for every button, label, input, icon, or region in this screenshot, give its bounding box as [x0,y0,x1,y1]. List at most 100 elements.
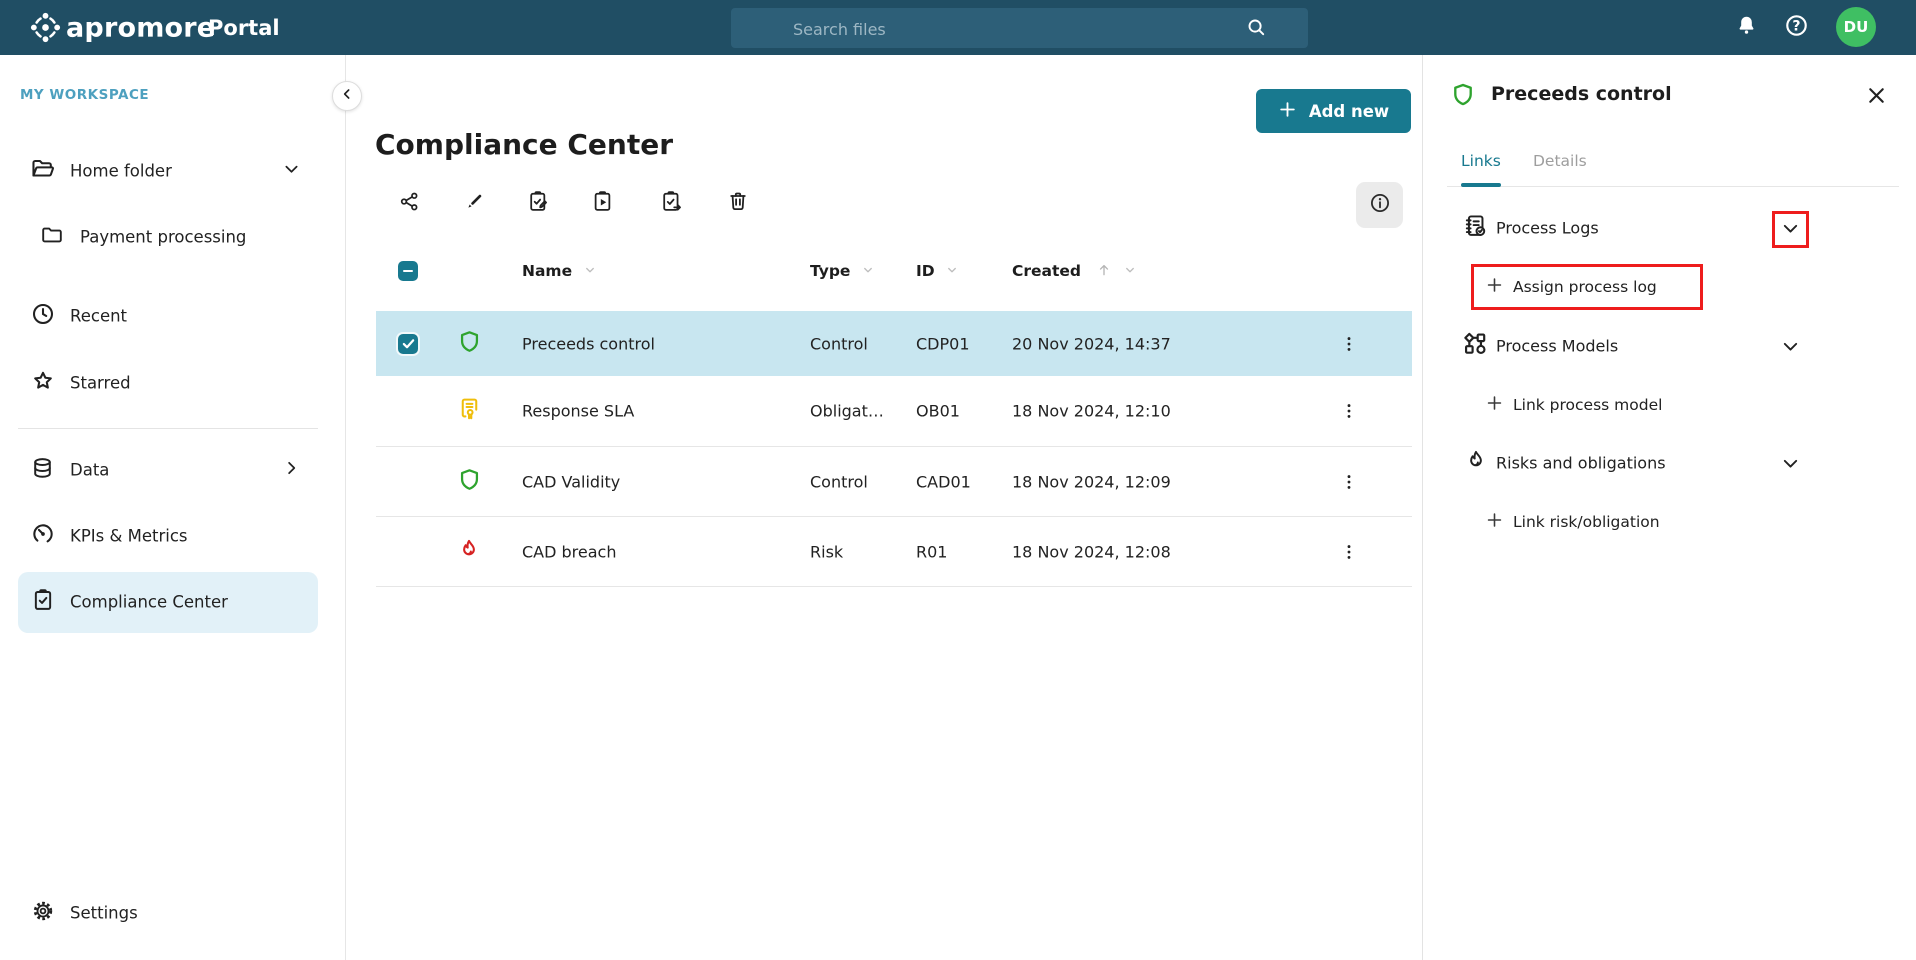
row-checkbox-checked[interactable] [398,333,418,354]
table-row[interactable]: Response SLA Obligat… OB01 18 Nov 2024, … [376,376,1412,447]
kebab-icon [1347,404,1351,418]
main-content: Compliance Center Add new [346,55,1422,960]
sidebar-item-label: Payment processing [80,227,247,247]
sidebar-divider [18,428,318,429]
sidebar-item-label: Starred [70,373,131,393]
table-header-row: Name Type ID Created [346,251,1412,291]
panel-section-process-models[interactable]: Process Models [1423,324,1916,368]
shield-icon [456,466,483,497]
sidebar-item-label: Data [70,460,110,480]
sidebar-item-label: Recent [70,306,128,326]
row-menu-button[interactable] [1333,466,1365,498]
assign-process-log-button[interactable]: Assign process log [1471,264,1703,310]
clipboard-edit-button[interactable] [520,185,556,221]
table-row[interactable]: Preceeds control Control CDP01 20 Nov 20… [376,311,1412,376]
sidebar-item-home-folder[interactable]: Home folder [0,147,340,195]
check-icon [402,339,414,349]
certificate-icon [456,396,483,427]
cell-created: 18 Nov 2024, 12:10 [1012,401,1171,421]
cell-created: 18 Nov 2024, 12:09 [1012,472,1171,491]
clipboard-export-button[interactable] [653,185,689,221]
action-label: Assign process log [1513,278,1657,296]
action-label: Link process model [1513,396,1663,414]
clipboard-play-button[interactable] [584,185,620,221]
database-icon [30,456,55,485]
shield-icon [1449,81,1477,113]
column-header-type[interactable]: Type [810,262,874,280]
section-label: Process Logs [1496,218,1599,238]
close-icon[interactable] [1865,84,1888,111]
product-name: Portal [208,15,280,40]
table-row[interactable]: CAD Validity Control CAD01 18 Nov 2024, … [376,447,1412,517]
select-all-checkbox[interactable] [398,261,418,281]
sidebar-item-compliance-center[interactable]: Compliance Center [0,578,340,626]
column-label: Type [810,262,851,280]
cell-id: R01 [916,542,948,561]
row-menu-button[interactable] [1333,328,1365,360]
column-header-name[interactable]: Name [522,262,596,280]
sidebar-active-highlight [18,572,318,633]
top-bar: apromore Portal ? [0,0,1916,55]
panel-section-risks-obligations[interactable]: Risks and obligations [1423,441,1916,485]
sidebar-item-label: Home folder [70,161,172,181]
cell-name: Preceeds control [522,334,655,353]
notifications-button[interactable] [1729,10,1763,44]
tab-links[interactable]: Links [1461,152,1501,170]
row-menu-button[interactable] [1333,395,1365,427]
cell-type: Control [810,472,868,491]
search-icon[interactable] [1245,16,1268,43]
cell-created: 20 Nov 2024, 14:37 [1012,334,1171,353]
column-header-id[interactable]: ID [916,262,958,280]
sidebar-item-data[interactable]: Data [0,446,340,494]
help-button[interactable]: ? [1779,10,1813,44]
column-label: ID [916,262,935,280]
sort-chevron-icon [948,267,956,273]
cell-id: OB01 [916,401,960,421]
chevron-right-icon[interactable] [282,459,301,482]
cell-type: Obligat… [810,401,884,421]
add-new-button[interactable]: Add new [1256,89,1411,133]
flame-icon [456,537,482,567]
row-menu-button[interactable] [1333,536,1365,568]
plus-icon [1278,100,1297,123]
process-models-icon [1461,330,1490,363]
sidebar-collapse-button[interactable] [332,81,362,111]
page-title: Compliance Center [375,128,674,161]
delete-icon [726,189,750,217]
column-label: Name [522,262,573,280]
share-button[interactable] [391,185,427,221]
chevron-down-icon[interactable] [1772,445,1808,481]
panel-section-process-logs[interactable]: Process Logs [1423,206,1916,250]
share-icon [398,190,421,217]
column-header-created[interactable]: Created [1012,262,1136,280]
sidebar-item-recent[interactable]: Recent [0,292,340,340]
edit-button[interactable] [456,185,492,221]
tab-details[interactable]: Details [1533,152,1587,170]
chevron-left-icon [339,86,355,106]
sidebar-item-payment-processing[interactable]: Payment processing [0,213,340,261]
sidebar-item-settings[interactable]: Settings [0,889,340,937]
chevron-down-icon[interactable] [1772,328,1808,364]
sidebar-item-kpis-metrics[interactable]: KPIs & Metrics [0,512,340,560]
search-input[interactable] [791,8,1235,50]
search-box[interactable] [731,8,1308,50]
indeterminate-mark [403,269,413,273]
sidebar-item-label: Settings [70,903,138,923]
user-avatar[interactable]: DU [1836,7,1876,47]
delete-button[interactable] [720,185,756,221]
help-icon: ? [1783,12,1810,43]
add-new-label: Add new [1308,101,1390,121]
svg-text:?: ? [1792,18,1800,34]
details-panel: Preceeds control Links Details Process L… [1422,55,1916,960]
link-process-model-button[interactable]: Link process model [1471,383,1731,427]
sidebar-item-starred[interactable]: Starred [0,359,340,407]
link-risk-obligation-button[interactable]: Link risk/obligation [1471,500,1731,544]
info-button[interactable] [1356,182,1403,228]
cell-id: CAD01 [916,472,971,491]
table-row[interactable]: CAD breach Risk R01 18 Nov 2024, 12:08 [376,517,1412,587]
chevron-down-icon[interactable] [282,160,301,183]
cell-id: CDP01 [916,334,970,353]
chevron-down-icon[interactable] [1772,210,1808,246]
panel-title: Preceeds control [1491,83,1672,105]
